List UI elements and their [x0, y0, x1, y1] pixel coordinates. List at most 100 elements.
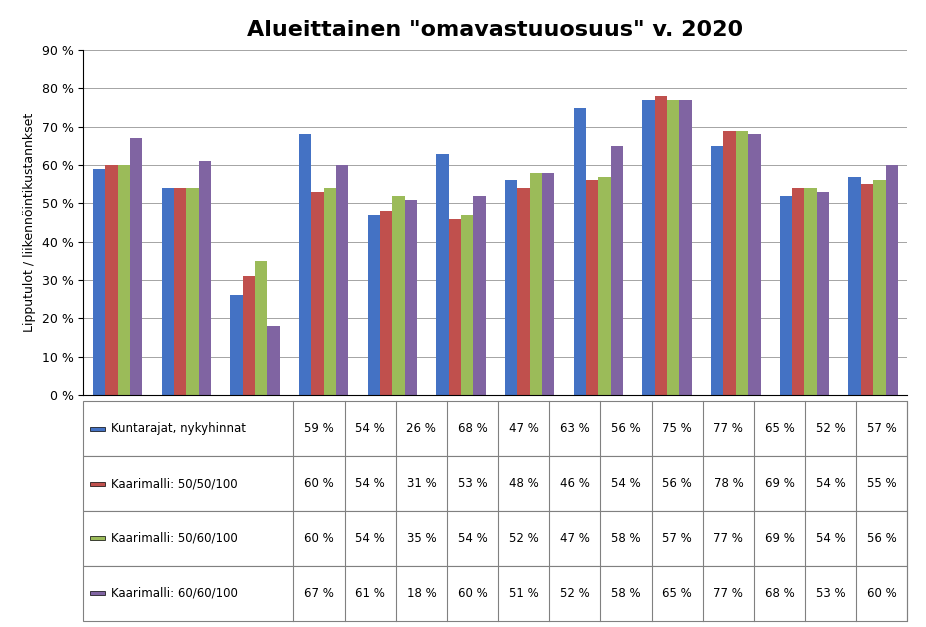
Text: 54 %: 54 % [356, 477, 385, 490]
Bar [268, 326, 280, 395]
Bar [368, 215, 380, 395]
Bar [186, 188, 199, 395]
Text: 65 %: 65 % [765, 422, 795, 435]
Text: 60 %: 60 % [457, 587, 487, 600]
Bar [106, 165, 118, 395]
Text: Kuntarajat, nykyhinnat: Kuntarajat, nykyhinnat [111, 422, 246, 435]
Text: 54 %: 54 % [356, 422, 385, 435]
Text: 31 %: 31 % [407, 477, 436, 490]
Bar [199, 161, 211, 395]
Bar [255, 261, 268, 395]
Text: 54 %: 54 % [611, 477, 641, 490]
Bar [598, 177, 611, 395]
Text: 54 %: 54 % [816, 477, 845, 490]
Text: 56 %: 56 % [662, 477, 692, 490]
Bar [792, 188, 805, 395]
Bar [83, 401, 907, 456]
Text: 57 %: 57 % [662, 532, 692, 545]
Text: Kaarimalli: 50/50/100: Kaarimalli: 50/50/100 [111, 477, 238, 490]
Text: 56 %: 56 % [867, 532, 896, 545]
Bar [848, 177, 861, 395]
Text: 35 %: 35 % [407, 532, 436, 545]
Text: Kaarimalli: 60/60/100: Kaarimalli: 60/60/100 [111, 587, 238, 600]
Bar [518, 188, 530, 395]
Bar [311, 192, 324, 395]
Text: 75 %: 75 % [662, 422, 692, 435]
Text: 54 %: 54 % [816, 532, 845, 545]
Bar [90, 537, 105, 540]
Bar [118, 165, 130, 395]
Text: 60 %: 60 % [305, 477, 334, 490]
Bar [436, 154, 449, 395]
Bar [748, 134, 760, 395]
Bar [380, 211, 393, 395]
Bar [90, 482, 105, 485]
Bar [83, 456, 907, 511]
Text: 54 %: 54 % [457, 532, 487, 545]
Text: 52 %: 52 % [560, 587, 590, 600]
Bar [711, 146, 723, 395]
Text: 58 %: 58 % [611, 587, 641, 600]
Bar [817, 192, 829, 395]
Bar [586, 181, 598, 395]
Text: 60 %: 60 % [305, 532, 334, 545]
Text: 77 %: 77 % [713, 587, 744, 600]
Text: 69 %: 69 % [765, 477, 795, 490]
Bar [542, 173, 555, 395]
Bar [861, 184, 873, 395]
Text: 68 %: 68 % [457, 422, 487, 435]
Title: Alueittainen "omavastuuosuus" v. 2020: Alueittainen "omavastuuosuus" v. 2020 [247, 20, 744, 40]
Bar [680, 100, 692, 395]
Text: 60 %: 60 % [867, 587, 896, 600]
Bar [667, 100, 680, 395]
Bar [461, 215, 473, 395]
Text: 77 %: 77 % [713, 422, 744, 435]
Text: 48 %: 48 % [509, 477, 539, 490]
Bar [174, 188, 186, 395]
Bar [93, 169, 106, 395]
Text: 46 %: 46 % [560, 477, 590, 490]
Bar [885, 165, 898, 395]
Text: 77 %: 77 % [713, 532, 744, 545]
Text: 56 %: 56 % [611, 422, 641, 435]
Bar [723, 130, 736, 395]
Text: 55 %: 55 % [867, 477, 896, 490]
Bar [243, 277, 255, 395]
Text: 51 %: 51 % [509, 587, 539, 600]
Bar [473, 196, 486, 395]
Bar [90, 427, 105, 431]
Text: 52 %: 52 % [509, 532, 539, 545]
Text: 47 %: 47 % [508, 422, 539, 435]
Text: 78 %: 78 % [714, 477, 744, 490]
Text: 69 %: 69 % [765, 532, 795, 545]
Bar [643, 100, 655, 395]
Bar [805, 188, 817, 395]
Bar [655, 96, 667, 395]
Bar [736, 130, 748, 395]
Bar [231, 295, 243, 395]
Text: 58 %: 58 % [611, 532, 641, 545]
Text: 57 %: 57 % [867, 422, 896, 435]
Bar [162, 188, 174, 395]
Bar [405, 199, 417, 395]
Text: 52 %: 52 % [816, 422, 845, 435]
Text: 59 %: 59 % [305, 422, 334, 435]
Text: 61 %: 61 % [356, 587, 385, 600]
Bar [299, 134, 311, 395]
Text: Kaarimalli: 50/60/100: Kaarimalli: 50/60/100 [111, 532, 238, 545]
Text: 26 %: 26 % [407, 422, 436, 435]
Text: 47 %: 47 % [560, 532, 590, 545]
Text: 63 %: 63 % [560, 422, 590, 435]
Text: 67 %: 67 % [304, 587, 334, 600]
Bar [505, 181, 518, 395]
Y-axis label: Lipputulot / liikennöintikustannkset: Lipputulot / liikennöintikustannkset [23, 113, 36, 332]
Bar [530, 173, 542, 395]
Text: 53 %: 53 % [457, 477, 487, 490]
Bar [324, 188, 336, 395]
Text: 18 %: 18 % [407, 587, 436, 600]
Bar [574, 108, 586, 395]
Bar [130, 139, 143, 395]
Bar [83, 511, 907, 566]
Bar [449, 219, 461, 395]
Text: 68 %: 68 % [765, 587, 795, 600]
